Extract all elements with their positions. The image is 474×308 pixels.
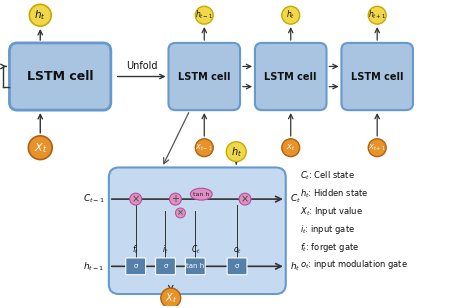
- Text: LSTM cell: LSTM cell: [351, 71, 403, 82]
- FancyBboxPatch shape: [168, 43, 240, 110]
- Text: $X_t$: $X_t$: [34, 141, 47, 155]
- Text: $C_t$: $C_t$: [290, 193, 301, 205]
- FancyBboxPatch shape: [341, 43, 413, 110]
- Text: Unfold: Unfold: [126, 61, 157, 71]
- Text: $f_t$: $f_t$: [132, 243, 139, 256]
- Circle shape: [130, 193, 142, 205]
- Circle shape: [175, 208, 185, 218]
- Text: $C_t$: $C_t$: [191, 243, 200, 256]
- Text: LSTM cell: LSTM cell: [264, 71, 317, 82]
- Circle shape: [195, 6, 213, 24]
- Text: tan h: tan h: [193, 192, 210, 197]
- FancyBboxPatch shape: [227, 258, 247, 275]
- Text: $C_t$: Cell state: $C_t$: Cell state: [300, 169, 355, 182]
- Ellipse shape: [191, 188, 212, 200]
- Text: $f_t$: forget gate: $f_t$: forget gate: [300, 241, 359, 253]
- Circle shape: [226, 142, 246, 161]
- Text: $h_t$: Hidden state: $h_t$: Hidden state: [300, 187, 368, 200]
- FancyBboxPatch shape: [185, 258, 205, 275]
- Text: $X_{t-1}$: $X_{t-1}$: [195, 143, 213, 153]
- FancyBboxPatch shape: [109, 168, 286, 294]
- FancyBboxPatch shape: [155, 258, 175, 275]
- Circle shape: [282, 139, 300, 156]
- Text: LSTM cell: LSTM cell: [178, 71, 230, 82]
- Circle shape: [170, 193, 182, 205]
- Text: σ: σ: [134, 263, 138, 269]
- Text: $h_t$: $h_t$: [35, 8, 46, 22]
- Text: LSTM cell: LSTM cell: [27, 70, 93, 83]
- Text: $h_{t-1}$: $h_{t-1}$: [83, 260, 105, 273]
- Text: ×: ×: [177, 209, 184, 217]
- Circle shape: [195, 139, 213, 156]
- FancyBboxPatch shape: [126, 258, 146, 275]
- Circle shape: [239, 193, 251, 205]
- Text: +: +: [172, 194, 180, 204]
- Text: $h_{t+1}$: $h_{t+1}$: [368, 9, 386, 22]
- Circle shape: [28, 136, 52, 160]
- Text: σ: σ: [164, 263, 168, 269]
- Circle shape: [161, 288, 181, 308]
- Text: $X_t$: $X_t$: [165, 291, 177, 305]
- Text: $X_t$: $X_t$: [286, 143, 295, 153]
- FancyBboxPatch shape: [255, 43, 327, 110]
- Text: $h_t$: $h_t$: [290, 260, 300, 273]
- Text: $h_t$: $h_t$: [231, 145, 242, 159]
- FancyBboxPatch shape: [9, 43, 111, 110]
- Text: $C_{t-1}$: $C_{t-1}$: [83, 193, 105, 205]
- Text: $i_t$: $i_t$: [162, 243, 169, 256]
- Text: tan h: tan h: [186, 263, 204, 269]
- Text: σ: σ: [235, 263, 239, 269]
- Circle shape: [368, 6, 386, 24]
- Text: $i_t$: input gate: $i_t$: input gate: [300, 223, 355, 236]
- Text: ×: ×: [241, 194, 249, 204]
- Text: $o_t$: $o_t$: [233, 245, 242, 256]
- Text: ×: ×: [132, 194, 140, 204]
- Text: $h_{t-1}$: $h_{t-1}$: [195, 9, 213, 22]
- Text: $h_t$: $h_t$: [286, 9, 295, 22]
- Circle shape: [282, 6, 300, 24]
- Circle shape: [368, 139, 386, 156]
- Circle shape: [29, 4, 51, 26]
- Text: $o_t$: input modulation gate: $o_t$: input modulation gate: [300, 258, 408, 271]
- Text: $X_{t+1}$: $X_{t+1}$: [368, 143, 386, 153]
- Text: $X_t$: Input value: $X_t$: Input value: [300, 205, 363, 218]
